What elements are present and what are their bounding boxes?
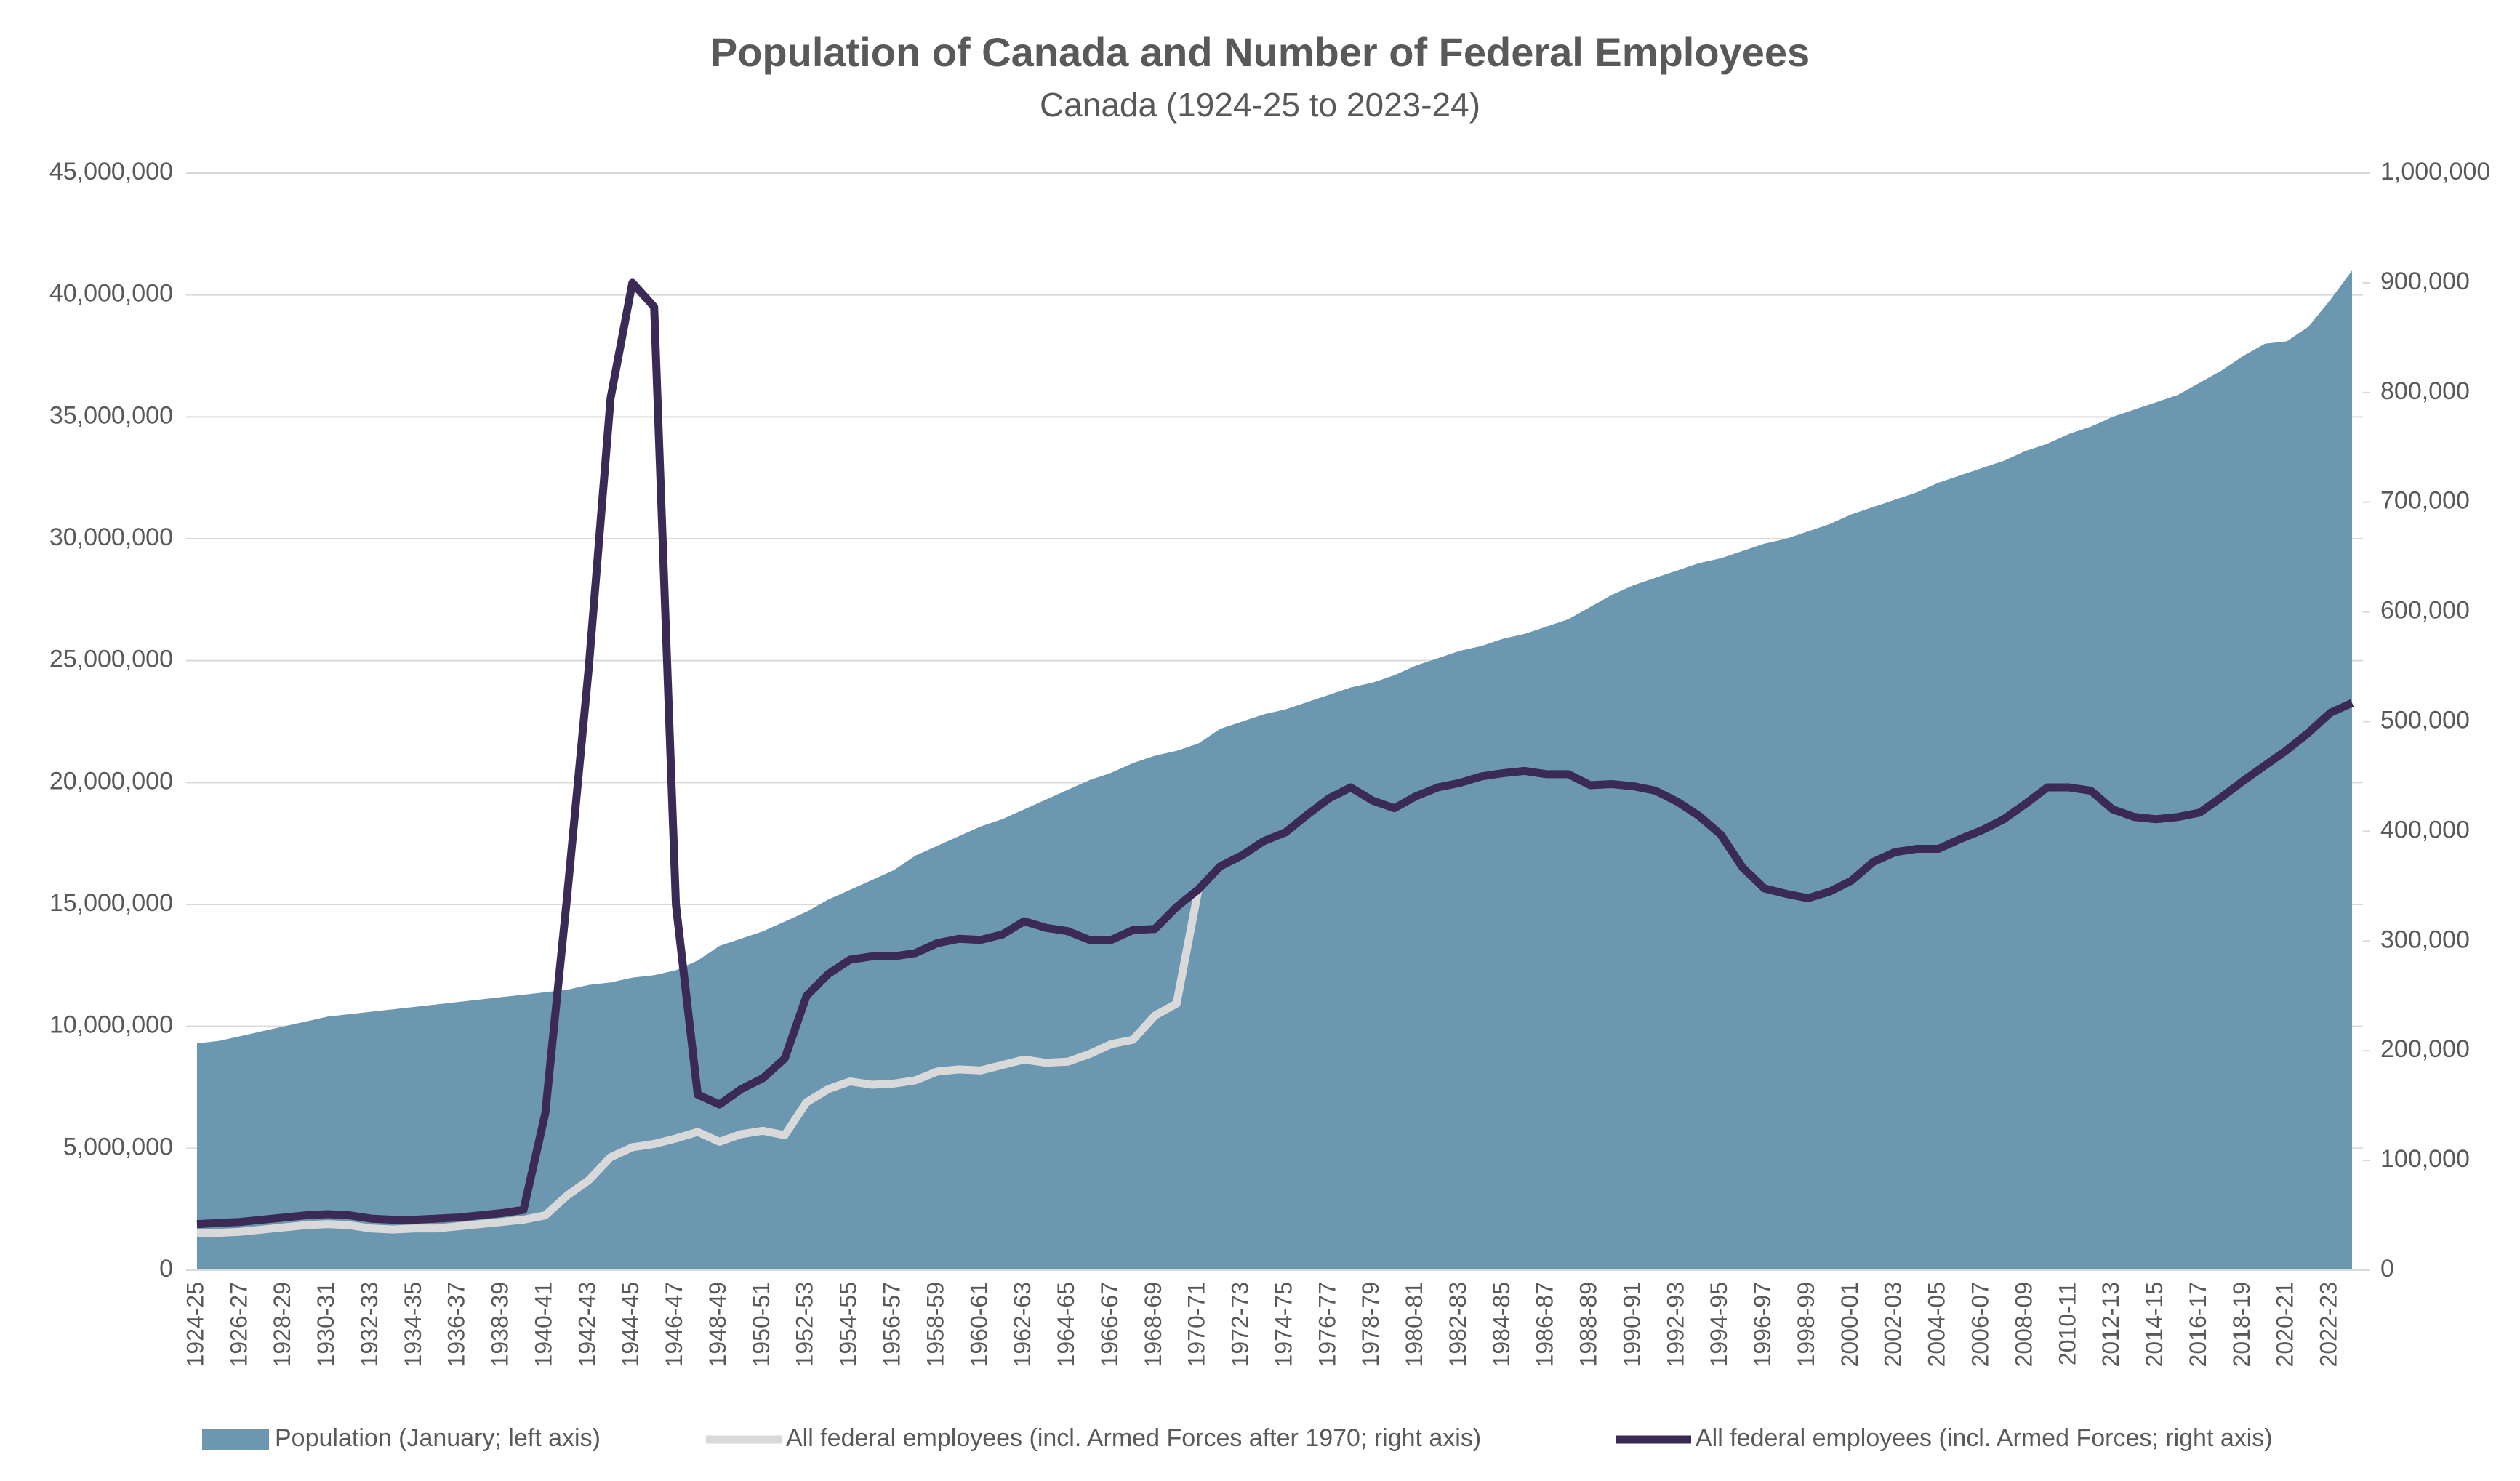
x-tick-label: 1928-29 — [269, 1282, 295, 1367]
y2-tick-label: 900,000 — [2380, 268, 2470, 295]
x-tick-label: 1940-41 — [530, 1282, 556, 1367]
x-tick-label: 1934-35 — [400, 1282, 426, 1367]
x-tick-label: 1932-33 — [356, 1282, 382, 1367]
x-tick-label: 1958-59 — [922, 1282, 948, 1367]
x-tick-label: 1966-67 — [1096, 1282, 1123, 1367]
x-tick-label: 1970-71 — [1184, 1282, 1210, 1367]
x-tick-label: 1950-51 — [748, 1282, 774, 1367]
y2-tick-label: 100,000 — [2380, 1145, 2470, 1173]
x-tick-label: 1964-65 — [1053, 1282, 1079, 1367]
y2-tick-label: 800,000 — [2380, 377, 2470, 405]
y2-tick-label: 300,000 — [2380, 926, 2470, 953]
x-tick-label: 1960-61 — [966, 1282, 992, 1367]
y2-tick-label: 400,000 — [2380, 816, 2470, 843]
x-tick-label: 1930-31 — [313, 1282, 339, 1367]
y-tick-label: 5,000,000 — [63, 1133, 173, 1160]
x-tick-label: 1924-25 — [182, 1282, 208, 1367]
y-tick-label: 35,000,000 — [49, 401, 173, 429]
x-tick-label: 2016-17 — [2185, 1282, 2211, 1367]
employee-line — [196, 888, 1203, 1237]
x-tick-label: 2004-05 — [1924, 1282, 1950, 1367]
x-tick-label: 1956-57 — [879, 1282, 905, 1367]
y-tick-label: 30,000,000 — [49, 523, 173, 551]
y-tick-label: 25,000,000 — [49, 646, 173, 673]
y2-tick-label: 700,000 — [2380, 487, 2470, 515]
x-tick-label: 1938-39 — [487, 1282, 513, 1367]
y2-tick-label: 200,000 — [2380, 1035, 2470, 1063]
y-tick-label: 0 — [159, 1255, 173, 1283]
y-tick-label: 40,000,000 — [49, 280, 173, 308]
y-tick-label: 45,000,000 — [49, 158, 173, 185]
x-tick-label: 1948-49 — [705, 1282, 731, 1367]
legend-label: Population (January; left axis) — [275, 1424, 601, 1452]
x-tick-label: 2012-13 — [2098, 1282, 2124, 1367]
x-tick-label: 1982-83 — [1445, 1282, 1471, 1367]
y-tick-label: 20,000,000 — [49, 767, 173, 795]
x-tick-label: 2008-09 — [2010, 1282, 2037, 1367]
legend-swatch — [202, 1429, 269, 1450]
x-tick-label: 1994-95 — [1706, 1282, 1732, 1367]
x-tick-label: 1998-99 — [1793, 1282, 1819, 1367]
x-tick-label: 1978-79 — [1357, 1282, 1384, 1367]
population-area — [196, 270, 2353, 1271]
x-tick-label: 2014-15 — [2141, 1282, 2167, 1367]
x-tick-label: 1968-69 — [1140, 1282, 1166, 1367]
x-tick-label: 1972-73 — [1227, 1282, 1253, 1367]
employee-line — [196, 278, 2354, 1229]
x-tick-label: 1986-87 — [1532, 1282, 1558, 1367]
y-tick-label: 10,000,000 — [49, 1011, 173, 1039]
x-tick-label: 1926-27 — [225, 1282, 252, 1367]
x-tick-label: 2022-23 — [2316, 1282, 2342, 1367]
x-tick-label: 1936-37 — [444, 1282, 470, 1367]
x-tick-label: 2020-21 — [2272, 1282, 2298, 1367]
x-tick-label: 1988-89 — [1576, 1282, 1602, 1367]
x-tick-label: 2018-19 — [2228, 1282, 2255, 1367]
chart-subtitle: Canada (1924-25 to 2023-24) — [1040, 86, 1480, 124]
x-tick-label: 1942-43 — [574, 1282, 600, 1367]
x-tick-label: 2006-07 — [1967, 1282, 1994, 1367]
x-tick-label: 1990-91 — [1618, 1282, 1645, 1367]
y2-tick-label: 1,000,000 — [2380, 158, 2490, 185]
x-tick-label: 1944-45 — [617, 1282, 643, 1367]
x-tick-label: 1954-55 — [835, 1282, 862, 1367]
y2-tick-label: 600,000 — [2380, 597, 2470, 625]
x-tick-label: 1996-97 — [1749, 1282, 1775, 1367]
x-tick-label: 2010-11 — [2054, 1282, 2080, 1365]
x-tick-label: 1946-47 — [661, 1282, 687, 1367]
legend-label: All federal employees (incl. Armed Force… — [1696, 1424, 2273, 1452]
legend-label: All federal employees (incl. Armed Force… — [786, 1424, 1481, 1452]
x-tick-label: 1952-53 — [792, 1282, 818, 1367]
x-tick-label: 1976-77 — [1314, 1282, 1340, 1367]
x-tick-label: 1980-81 — [1401, 1282, 1427, 1367]
y2-tick-label: 0 — [2380, 1255, 2394, 1283]
y2-tick-label: 500,000 — [2380, 706, 2470, 734]
x-tick-label: 1984-85 — [1488, 1282, 1514, 1367]
x-tick-label: 1974-75 — [1270, 1282, 1296, 1367]
x-tick-label: 2000-01 — [1837, 1282, 1863, 1367]
y-tick-label: 15,000,000 — [49, 889, 173, 917]
x-tick-label: 2002-03 — [1880, 1282, 1906, 1367]
x-tick-label: 1962-63 — [1009, 1282, 1035, 1367]
x-tick-label: 1992-93 — [1662, 1282, 1688, 1367]
chart-title: Population of Canada and Number of Feder… — [710, 29, 1810, 75]
